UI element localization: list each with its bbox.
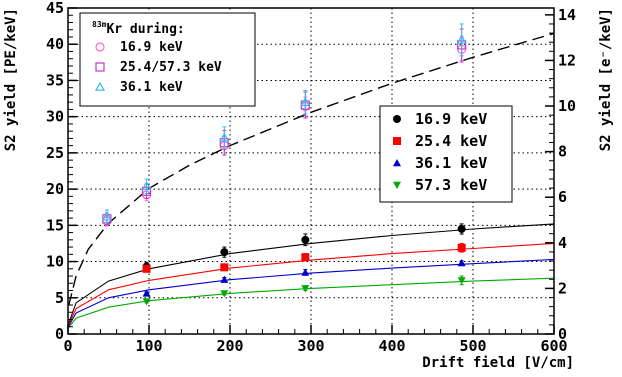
y-axis-title-left: S2 yield [PE/keV] xyxy=(3,8,19,151)
x-tick-label: 600 xyxy=(540,337,567,355)
y-left-tick-label: 20 xyxy=(46,180,64,198)
legend-krypton-label: 36.1 keV xyxy=(120,80,183,95)
fit-curve-7 xyxy=(68,32,555,306)
data-point xyxy=(142,298,151,306)
legend-krypton-label: 16.9 keV xyxy=(120,40,183,55)
data-point xyxy=(220,290,229,298)
x-tick-label: 0 xyxy=(63,337,72,355)
fit-curves xyxy=(68,32,555,328)
y-left-tick-label: 0 xyxy=(55,325,64,343)
legend-energies-marker xyxy=(393,159,401,167)
y-right-tick-label: 14 xyxy=(558,6,576,24)
data-point xyxy=(301,253,310,262)
axis-ticks: 0 100 200 300 400 500 600051015202530354045024… xyxy=(46,0,576,355)
series-2 xyxy=(142,259,466,297)
x-tick-label: 400 xyxy=(378,337,405,355)
data-point xyxy=(457,277,466,285)
data-point xyxy=(220,248,229,257)
legend-krypton-marker xyxy=(95,42,105,52)
y-left-tick-label: 45 xyxy=(46,0,64,17)
x-tick-label: 300 xyxy=(297,337,324,355)
y-right-tick-label: 10 xyxy=(558,97,576,115)
grid xyxy=(68,8,554,334)
fit-curve-0 xyxy=(68,223,555,324)
legend-energies-label: 25.4 keV xyxy=(415,132,487,150)
y-left-tick-label: 15 xyxy=(46,216,64,234)
data-point xyxy=(301,285,310,293)
x-tick-label: 100 xyxy=(135,337,162,355)
legend-krypton: 83mKr during: 16.9 keV 25.4/57.3 keV 36.1 … xyxy=(79,12,256,107)
legend-energies-entries: 16.9 keV 25.4 keV 36.1 keV 57.3 keV xyxy=(393,110,487,194)
y-left-tick-label: 35 xyxy=(46,71,64,89)
series-1 xyxy=(142,242,466,273)
y-axis-title-right: S2 yield [e⁻/keV] xyxy=(598,8,614,151)
data-point xyxy=(301,235,310,244)
legend-energies: 16.9 keV 25.4 keV 36.1 keV 57.3 keV xyxy=(379,105,513,203)
legend-energies-label: 36.1 keV xyxy=(415,154,487,172)
data-point xyxy=(456,34,467,44)
y-right-tick-label: 12 xyxy=(558,51,576,69)
x-axis-title: Drift field [V/cm] xyxy=(422,355,574,371)
data-point xyxy=(142,289,151,297)
legend-krypton-title-superscript: 83m xyxy=(92,20,107,29)
legend-krypton-marker xyxy=(94,81,106,91)
legend-krypton-title: 83mKr during: xyxy=(92,20,185,37)
legend-energies-marker xyxy=(393,137,401,145)
legend-energies-marker xyxy=(393,115,401,123)
data-point xyxy=(300,96,311,106)
fit-curve-1 xyxy=(68,242,555,325)
legend-krypton-entries: 16.9 keV 25.4/57.3 keV 36.1 keV xyxy=(94,40,222,95)
legend-energies-marker xyxy=(393,181,401,189)
y-right-tick-label: 6 xyxy=(558,188,567,206)
legend-krypton-title-text: Kr during: xyxy=(106,22,184,37)
data-point xyxy=(142,264,151,273)
legend-krypton-label: 25.4/57.3 keV xyxy=(120,60,222,75)
y-left-tick-label: 25 xyxy=(46,144,64,162)
data-point xyxy=(220,263,229,272)
data-point xyxy=(219,132,230,142)
legend-energies-label: 16.9 keV xyxy=(415,110,487,128)
fit-curve-2 xyxy=(68,258,555,327)
data-point xyxy=(220,275,229,283)
data-point xyxy=(457,259,466,267)
legend-krypton-marker xyxy=(95,62,105,72)
y-left-tick-label: 40 xyxy=(46,35,64,53)
data-point xyxy=(101,211,112,221)
data-point xyxy=(301,268,310,276)
series-3 xyxy=(142,275,466,306)
legend-energies-label: 57.3 keV xyxy=(415,176,487,194)
y-right-tick-label: 0 xyxy=(558,325,567,343)
y-right-tick-label: 8 xyxy=(558,143,567,161)
data-point xyxy=(457,224,466,233)
series-0 xyxy=(142,223,466,272)
y-left-tick-label: 10 xyxy=(46,253,64,271)
x-tick-label: 200 xyxy=(216,337,243,355)
y-right-tick-label: 4 xyxy=(558,234,567,252)
y-left-tick-label: 30 xyxy=(46,108,64,126)
series-6 xyxy=(101,23,467,224)
legend-energies-box xyxy=(379,105,513,203)
fit-curve-3 xyxy=(68,277,555,328)
legend-krypton-box xyxy=(79,12,256,107)
x-tick-label: 500 xyxy=(459,337,486,355)
data-point xyxy=(457,243,466,252)
data-points xyxy=(101,23,467,306)
y-left-tick-label: 5 xyxy=(55,289,64,307)
data-point xyxy=(141,180,152,191)
y-right-tick-label: 2 xyxy=(558,279,567,297)
